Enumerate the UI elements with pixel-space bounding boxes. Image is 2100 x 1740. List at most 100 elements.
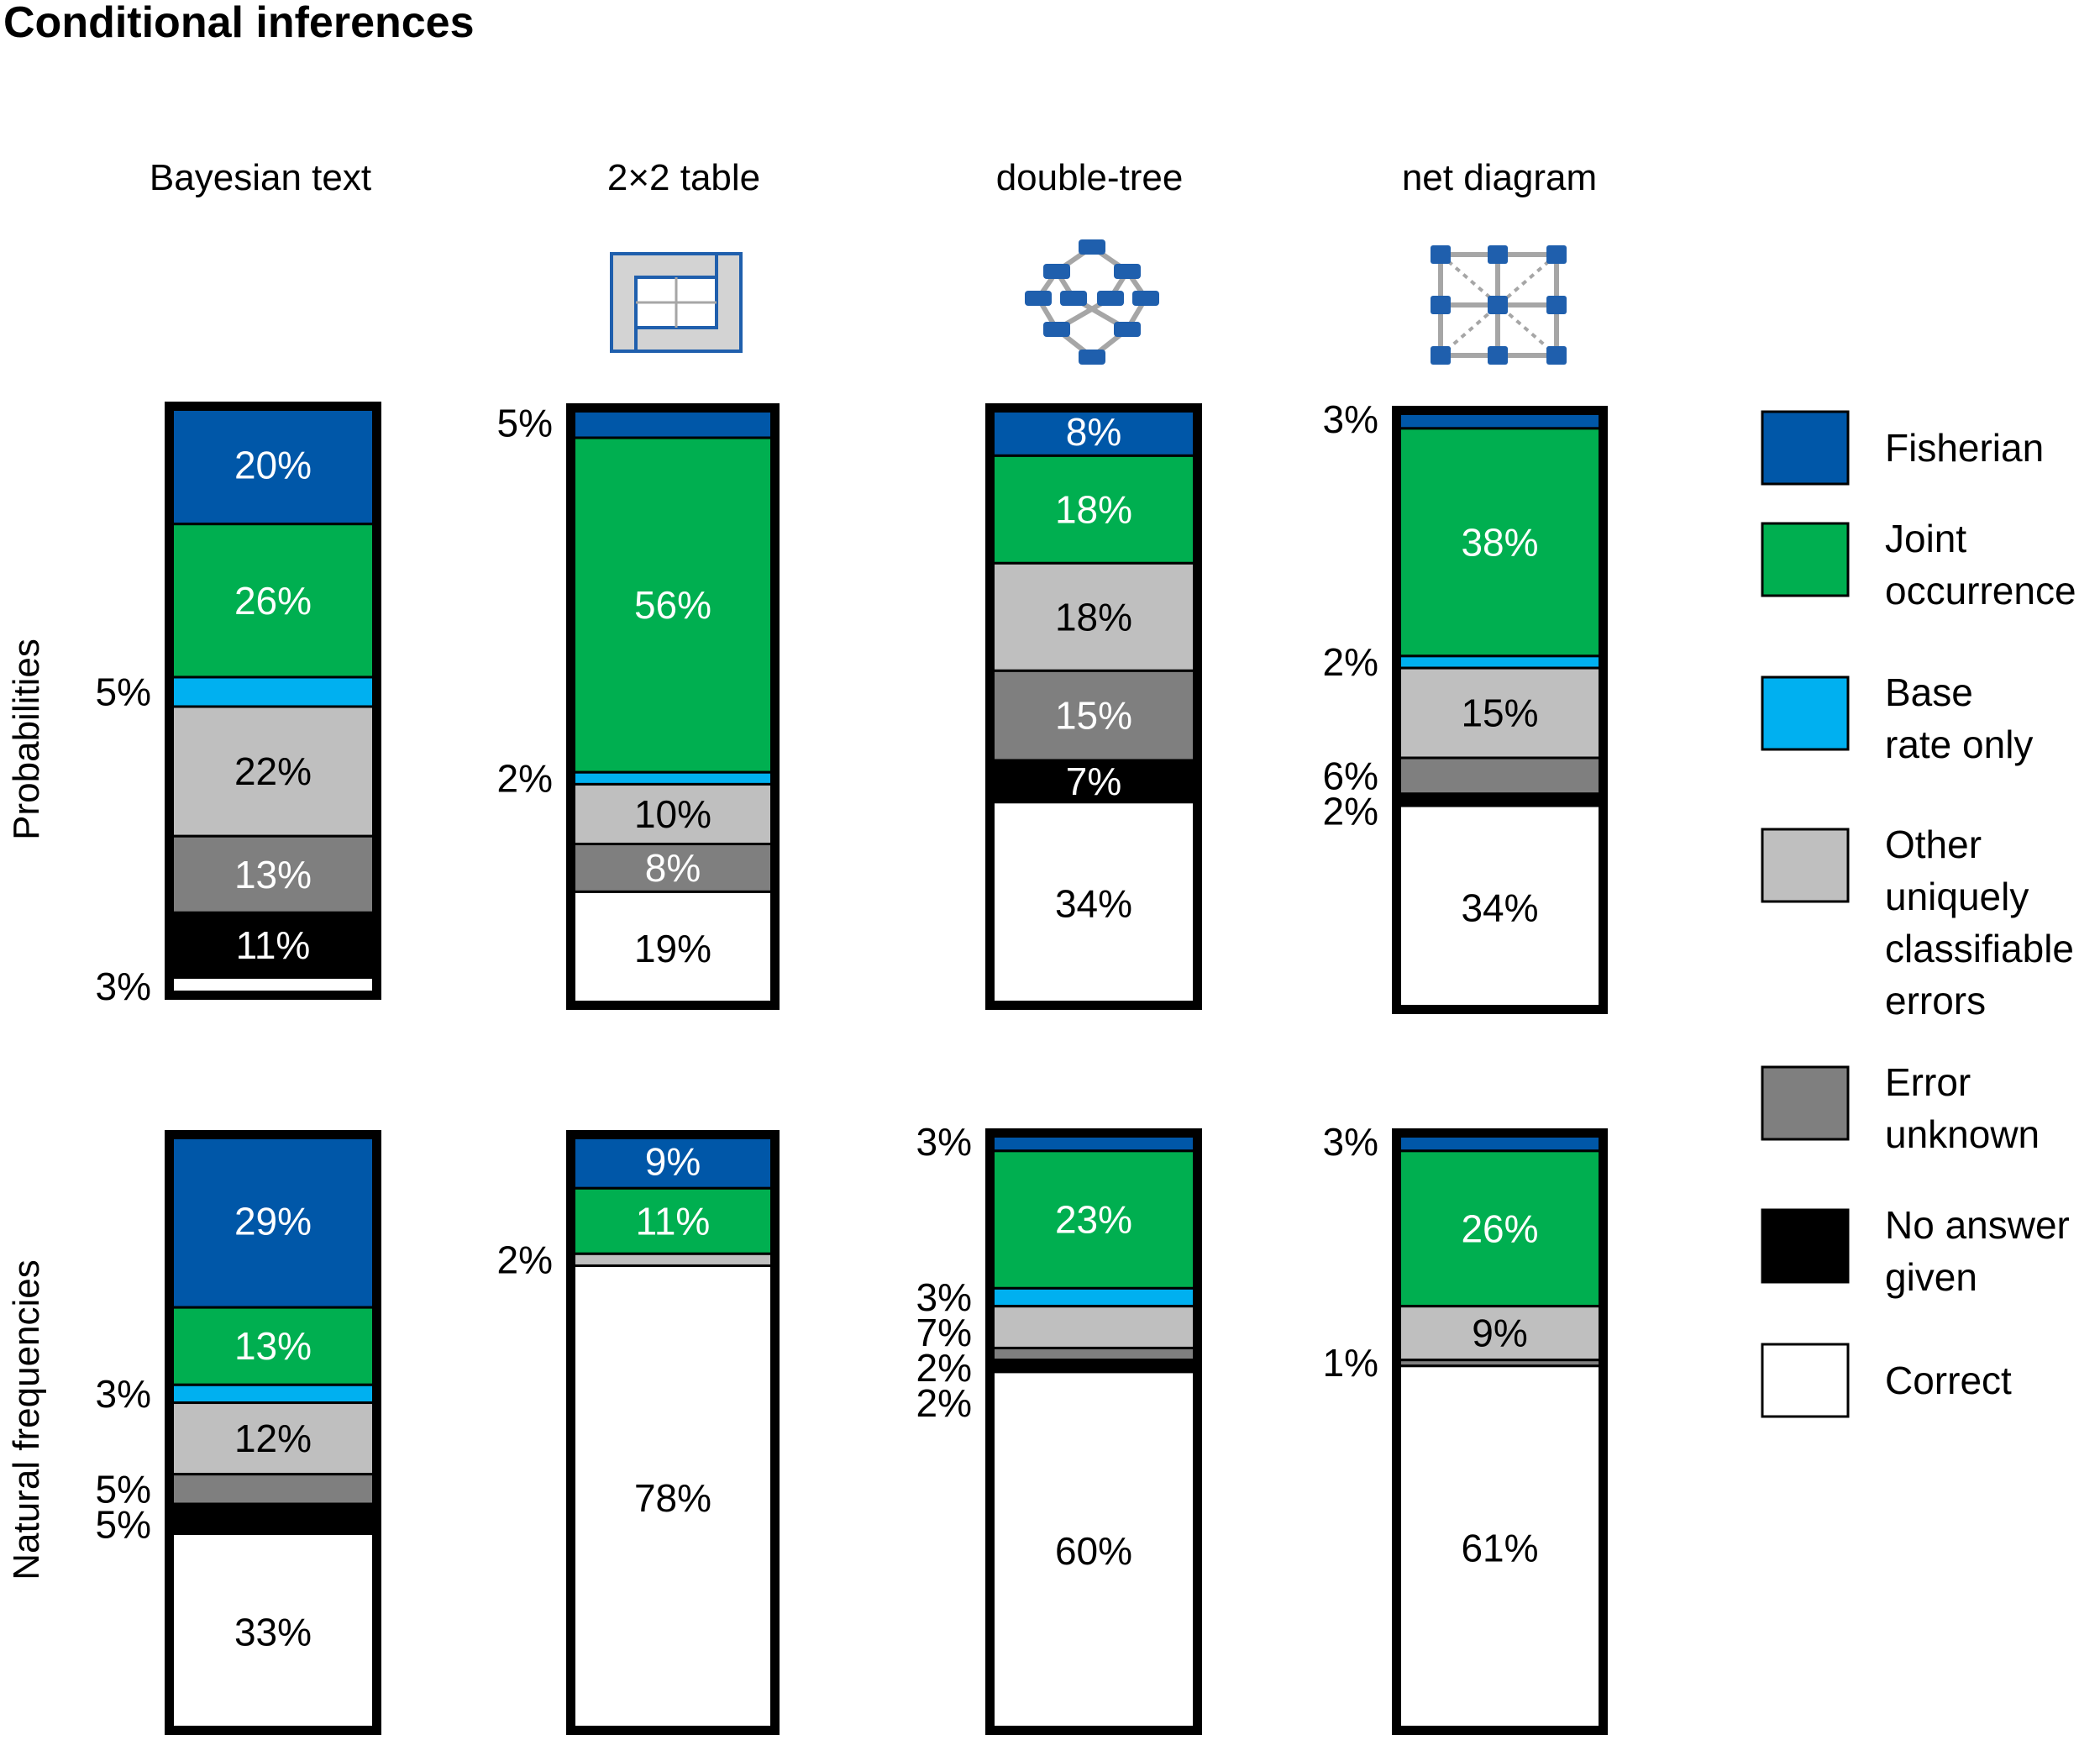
data-label-probabilities-2x2-table-unknown: 8% [645, 846, 701, 890]
bar-segment-probabilities-net-diagram-noanswer [1395, 792, 1604, 807]
column-header-bayesian-text: Bayesian text [150, 157, 371, 198]
data-label-natural-frequencies-net-diagram-fisherian: 3% [1323, 1120, 1378, 1164]
data-label-probabilities-bayesian-text-base: 5% [96, 670, 151, 713]
stacked-bar-natural-frequencies-double-tree: 3%23%3%7%2%2%60% [916, 1120, 1202, 1735]
bars-layer: 20% 26% 5% 22% 13% 11% 3% 5% 56% 2% 10% 8% 19% 8% 18% 1… [96, 397, 1608, 1735]
table-2x2-icon [610, 252, 743, 353]
net-diagram-icon [1431, 245, 1567, 365]
bar-segment-probabilities-2x2-table-fisherian [570, 407, 776, 439]
legend-label-joint-line-2: occurrence [1885, 569, 2076, 612]
stacked-bar-probabilities-2x2-table: 5% 56% 2% 10% 8% 19% [497, 401, 780, 1010]
data-label-natural-frequencies-bayesian-text-noanswer: 5% [96, 1502, 151, 1546]
data-label-natural-frequencies-bayesian-text-fisherian: 29% [234, 1199, 312, 1243]
legend-label-fisherian-line-1: Fisherian [1885, 426, 2044, 470]
data-label-natural-frequencies-bayesian-text-correct: 33% [234, 1611, 312, 1654]
data-label-probabilities-double-tree-other: 18% [1055, 595, 1132, 639]
bar-segment-natural-frequencies-bayesian-text-correct [168, 1532, 378, 1732]
bar-segment-natural-frequencies-bayesian-text-unknown [168, 1473, 378, 1506]
bar-segment-probabilities-net-diagram-unknown [1395, 756, 1604, 796]
legend-item-joint: Joint occurrence [1761, 517, 2076, 612]
bar-frame-probabilities-bayesian-text [165, 402, 381, 1000]
bar-frame-natural-frequencies-2x2-table [566, 1130, 780, 1735]
legend-label-other-line-3: classifiable [1885, 927, 2074, 970]
chart-title: Conditional inferences [3, 0, 475, 47]
data-label-natural-frequencies-2x2-table-joint: 11% [636, 1199, 711, 1243]
legend: Fisherian Joint occurrence Base rate only Oth… [1761, 410, 2076, 1418]
bar-segment-natural-frequencies-bayesian-text-joint [168, 1306, 378, 1386]
data-label-probabilities-net-diagram-other: 15% [1461, 691, 1538, 735]
data-label-probabilities-net-diagram-unknown: 6% [1323, 754, 1378, 797]
legend-label-base-line-2: rate only [1885, 723, 2033, 766]
data-label-probabilities-net-diagram-correct: 34% [1461, 886, 1538, 929]
data-label-natural-frequencies-2x2-table-correct: 78% [634, 1476, 711, 1520]
bar-segment-probabilities-net-diagram-correct [1395, 804, 1604, 1012]
legend-swatch-correct [1761, 1343, 1850, 1418]
data-label-probabilities-net-diagram-base: 2% [1323, 640, 1378, 684]
legend-item-unknown: Error unknown [1761, 1060, 2040, 1156]
bar-segment-probabilities-net-diagram-base [1395, 654, 1604, 670]
bar-frame-probabilities-net-diagram [1392, 406, 1608, 1014]
data-label-natural-frequencies-bayesian-text-joint: 13% [234, 1324, 312, 1368]
bar-segment-natural-frequencies-bayesian-text-noanswer [168, 1502, 378, 1536]
data-label-probabilities-2x2-table-other: 10% [634, 792, 711, 836]
data-label-natural-frequencies-net-diagram-other: 9% [1472, 1312, 1527, 1355]
data-label-probabilities-net-diagram-noanswer: 2% [1323, 789, 1378, 833]
data-label-probabilities-bayesian-text-fisherian: 20% [234, 444, 312, 487]
legend-label-other-line-1: Other [1885, 823, 1982, 866]
bar-segment-natural-frequencies-bayesian-text-fisherian [168, 1133, 378, 1309]
bar-frame-natural-frequencies-double-tree [985, 1128, 1202, 1735]
bar-segment-probabilities-double-tree-other [989, 561, 1199, 672]
bar-segment-probabilities-bayesian-text-other [168, 705, 378, 838]
legend-label-joint-line-1: Joint [1885, 517, 1966, 560]
data-label-natural-frequencies-bayesian-text-base: 3% [96, 1372, 151, 1416]
legend-item-base: Base rate only [1761, 670, 2033, 766]
stacked-bar-probabilities-double-tree: 8% 18% 18% 15% 7% 34% [985, 403, 1202, 1010]
row-label-natural-frequencies: Natural frequencies [6, 1259, 47, 1580]
data-label-probabilities-bayesian-text-other: 22% [234, 749, 312, 793]
bar-segment-probabilities-2x2-table-unknown [570, 843, 776, 893]
bar-frame-natural-frequencies-bayesian-text [165, 1130, 381, 1735]
legend-swatch-unknown [1761, 1065, 1850, 1141]
stacked-bar-natural-frequencies-net-diagram: 3% 26% 9% 1% 61% [1323, 1120, 1608, 1735]
bar-segment-probabilities-2x2-table-joint [570, 436, 776, 774]
legend-label-other-line-4: errors [1885, 979, 1986, 1022]
legend-swatch-fisherian [1761, 410, 1850, 486]
stacked-bar-natural-frequencies-bayesian-text: 29% 13% 3% 12% 5%5% 33% [96, 1130, 381, 1735]
bar-segment-probabilities-bayesian-text-fisherian [168, 405, 378, 526]
bar-frame-natural-frequencies-net-diagram [1392, 1128, 1608, 1735]
data-label-natural-frequencies-double-tree-unknown: 2% [916, 1346, 972, 1390]
data-label-probabilities-net-diagram-joint: 38% [1461, 520, 1538, 564]
data-label-natural-frequencies-2x2-table-fisherian: 9% [645, 1139, 701, 1183]
bar-segment-probabilities-bayesian-text-noanswer [168, 911, 378, 979]
legend-item-correct: Correct [1761, 1343, 2012, 1418]
data-label-natural-frequencies-double-tree-joint: 23% [1055, 1198, 1132, 1242]
data-label-probabilities-net-diagram-fisherian: 3% [1323, 397, 1378, 441]
legend-label-noanswer-line-2: given [1885, 1255, 1977, 1299]
bar-segment-natural-frequencies-double-tree-correct [989, 1370, 1199, 1732]
legend-item-noanswer: No answer given [1761, 1203, 2070, 1299]
data-label-probabilities-bayesian-text-joint: 26% [234, 579, 312, 623]
bar-segment-probabilities-2x2-table-base [570, 770, 776, 786]
data-label-natural-frequencies-double-tree-noanswer: 2% [916, 1381, 972, 1425]
data-label-probabilities-2x2-table-joint: 56% [634, 583, 711, 627]
data-label-natural-frequencies-net-diagram-correct: 61% [1461, 1527, 1538, 1570]
data-label-probabilities-2x2-table-fisherian: 5% [497, 401, 553, 444]
data-label-probabilities-double-tree-fisherian: 8% [1066, 410, 1121, 454]
data-label-natural-frequencies-net-diagram-unknown: 1% [1323, 1341, 1378, 1385]
data-label-natural-frequencies-bayesian-text-unknown: 5% [96, 1467, 151, 1511]
bar-segment-probabilities-bayesian-text-joint [168, 523, 378, 679]
data-label-probabilities-double-tree-joint: 18% [1055, 487, 1132, 531]
legend-label-other-line-2: uniquely [1885, 875, 2029, 918]
bar-segment-natural-frequencies-double-tree-other [989, 1305, 1199, 1349]
data-label-probabilities-double-tree-noanswer: 7% [1066, 760, 1121, 803]
bar-frame-probabilities-2x2-table [566, 403, 780, 1010]
data-label-natural-frequencies-net-diagram-joint: 26% [1461, 1206, 1538, 1250]
legend-label-unknown-line-1: Error [1885, 1060, 1971, 1104]
row-label-probabilities: Probabilities [6, 639, 47, 840]
legend-item-fisherian: Fisherian [1761, 410, 2044, 486]
legend-label-noanswer-line-1: No answer [1885, 1203, 2070, 1247]
bar-segment-probabilities-bayesian-text-unknown [168, 834, 378, 914]
data-label-probabilities-2x2-table-base: 2% [497, 756, 553, 800]
legend-item-other: Other uniquely classifiable errors [1761, 823, 2074, 1022]
bar-segment-natural-frequencies-2x2-table-other [570, 1252, 776, 1267]
